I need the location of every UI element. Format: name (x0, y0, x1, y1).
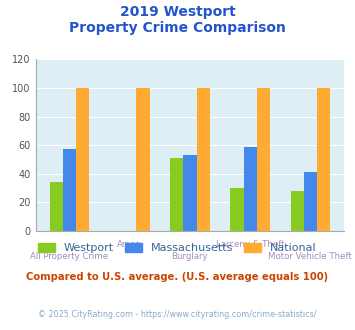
Text: Compared to U.S. average. (U.S. average equals 100): Compared to U.S. average. (U.S. average … (26, 272, 329, 282)
Text: Property Crime Comparison: Property Crime Comparison (69, 21, 286, 35)
Bar (290, 191, 304, 231)
Bar (304, 172, 317, 231)
Bar (50, 182, 63, 231)
Bar (170, 158, 183, 231)
Bar (136, 88, 149, 231)
Bar (244, 147, 257, 231)
Bar (63, 149, 76, 231)
Legend: Westport, Massachusetts, National: Westport, Massachusetts, National (34, 238, 321, 257)
Text: All Property Crime: All Property Crime (31, 251, 109, 261)
Bar (257, 88, 270, 231)
Text: Larceny & Theft: Larceny & Theft (216, 241, 284, 249)
Bar (76, 88, 89, 231)
Text: © 2025 CityRating.com - https://www.cityrating.com/crime-statistics/: © 2025 CityRating.com - https://www.city… (38, 310, 317, 319)
Bar (197, 88, 210, 231)
Bar (230, 188, 244, 231)
Bar (183, 155, 197, 231)
Text: Arson: Arson (118, 241, 142, 249)
Text: Motor Vehicle Theft: Motor Vehicle Theft (268, 251, 353, 261)
Text: Burglary: Burglary (171, 251, 208, 261)
Text: 2019 Westport: 2019 Westport (120, 5, 235, 19)
Bar (317, 88, 330, 231)
